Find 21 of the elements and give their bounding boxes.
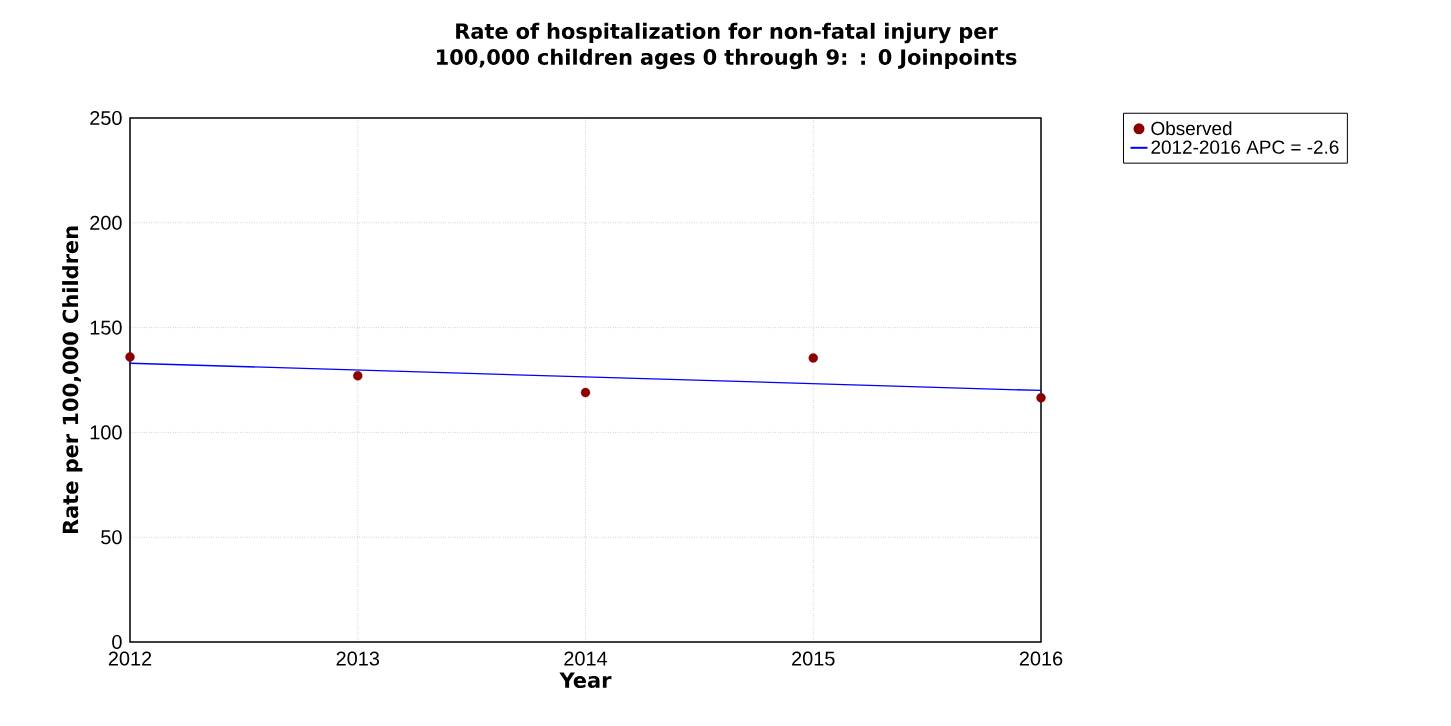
y-axis-title: Rate per 100,000 Children	[62, 226, 83, 534]
x-tick-label: 2013	[336, 651, 380, 666]
x-tick-label: 2014	[564, 651, 608, 666]
y-tick-label: 100	[90, 425, 122, 440]
y-tick-label: 200	[90, 215, 122, 230]
point	[808, 353, 818, 363]
legend-label: 2012-2016 APC = -2.6	[1151, 140, 1339, 154]
point	[353, 371, 363, 381]
y-tick-label: 150	[90, 320, 122, 335]
x-tick-label: 2012	[108, 651, 152, 666]
y-tick-label: 0	[112, 634, 122, 650]
point	[1036, 393, 1046, 403]
legend-label: Observed	[1151, 121, 1232, 136]
x-tick-label: 2015	[792, 651, 835, 666]
chart-title: Rate of hospitalization for non-fatal injury per 100,000 children ages 0 through 9: : 0 Joinpoints	[437, 22, 1017, 70]
x-tick-label: 2016	[1019, 651, 1063, 666]
x-axis-title: Year	[559, 672, 612, 689]
y-tick-label: 250	[90, 110, 122, 126]
point	[580, 387, 591, 398]
y-tick-label: 50	[101, 530, 122, 545]
point	[125, 352, 135, 362]
